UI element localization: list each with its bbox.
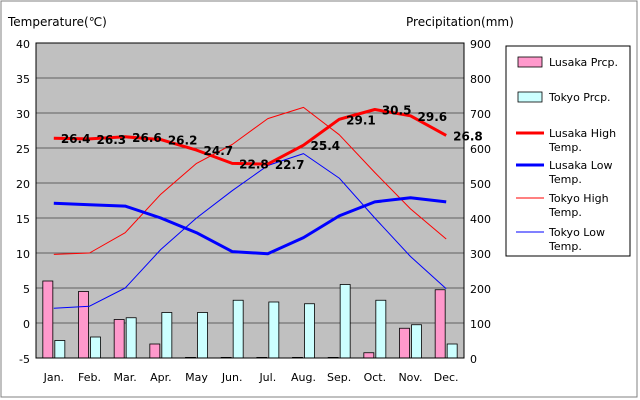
data-label: 22.7 (275, 158, 305, 172)
x-tick-label: Feb. (78, 371, 101, 384)
precipitation-bar (113, 319, 125, 359)
right-tick-label: 0 (470, 353, 477, 366)
precipitation-bar (446, 343, 458, 359)
precipitation-bar (42, 280, 54, 359)
temperature-line (53, 153, 447, 309)
x-tick-label: Jun. (221, 371, 243, 384)
precipitation-bar (197, 312, 208, 359)
right-tick-label: 900 (470, 38, 491, 51)
legend-label: Lusaka Low Temp. (548, 159, 612, 186)
right-tick-label: 100 (470, 318, 491, 331)
data-label: 26.6 (132, 131, 162, 145)
precipitation-bar (399, 327, 410, 359)
left-tick-label: 10 (16, 248, 30, 261)
x-tick-label: Jan. (43, 371, 64, 384)
data-label: 26.2 (168, 134, 198, 148)
left-tick-label: 5 (23, 283, 30, 296)
precipitation-bar (54, 340, 66, 359)
data-label: 29.6 (418, 110, 448, 124)
x-tick-label: Apr. (150, 371, 172, 384)
data-label: 22.8 (239, 157, 269, 171)
right-axis-title: Precipitation(mm) (406, 15, 514, 29)
precipitation-bar (149, 343, 161, 359)
data-labels: 26.4 26.3 26.6 26.2 24.7 22.8 22.7 25.4 29.1 30.5… (61, 104, 483, 173)
left-tick-label: 15 (16, 213, 30, 226)
legend-box (505, 45, 631, 257)
legend: Lusaka Prcp. Tokyo Prcp. Lusaka High Temp. L… (505, 45, 631, 257)
left-axis-ticks: -5 0 5 10 15 20 25 30 35 40 (16, 38, 30, 366)
legend-label: Lusaka High Temp. (548, 127, 616, 154)
x-axis-ticks: Jan. Feb. Mar. Apr. May Jun. Jul. Aug. Sep. Oct. N… (43, 371, 459, 384)
x-tick-label: Dec. (434, 371, 459, 384)
right-tick-label: 200 (470, 283, 491, 296)
data-label: 30.5 (382, 104, 412, 118)
left-tick-label: 35 (16, 73, 30, 86)
data-label: 26.4 (61, 132, 91, 146)
left-tick-label: 25 (16, 143, 30, 156)
x-tick-label: Nov. (398, 371, 422, 384)
x-tick-label: May (185, 371, 208, 384)
right-tick-label: 600 (470, 143, 491, 156)
precipitation-bar (78, 291, 89, 359)
plot-area (36, 43, 464, 358)
data-label: 26.3 (97, 133, 127, 147)
x-tick-label: Sep. (327, 371, 351, 384)
data-label: 24.7 (204, 144, 234, 158)
temperature-line (53, 196, 447, 256)
precipitation-bar (339, 284, 351, 359)
left-tick-label: 30 (16, 108, 30, 121)
x-tick-label: Oct. (364, 371, 387, 384)
data-label: 26.8 (453, 129, 483, 143)
legend-label: Tokyo High Temp. (548, 192, 609, 219)
right-tick-label: 700 (470, 108, 491, 121)
precipitation-bar (434, 289, 446, 359)
x-tick-label: Jul. (258, 371, 276, 384)
precipitation-bar (363, 352, 375, 359)
right-tick-label: 300 (470, 248, 491, 261)
precipitation-bar (232, 299, 244, 359)
precipitation-bar (161, 312, 173, 359)
right-axis-ticks: 0 100 200 300 400 500 600 700 800 900 (470, 38, 491, 366)
precipitation-bar (268, 301, 280, 359)
x-tick-label: Mar. (114, 371, 137, 384)
left-axis-title: Temperature(℃) (7, 15, 107, 29)
temperature-lines (53, 106, 447, 309)
data-label: 25.4 (311, 139, 341, 153)
data-label: 29.1 (346, 113, 376, 127)
right-tick-label: 500 (470, 178, 491, 191)
left-tick-label: -5 (19, 353, 30, 366)
temperature-line (53, 106, 447, 255)
right-tick-label: 400 (470, 213, 491, 226)
precipitation-bar (304, 303, 315, 359)
precipitation-bar (411, 324, 422, 359)
legend-swatch (517, 91, 543, 103)
temperature-line (53, 108, 447, 166)
left-tick-label: 0 (23, 318, 30, 331)
plot-border (35, 42, 465, 359)
right-tick-label: 800 (470, 73, 491, 86)
precipitation-bar (90, 336, 101, 359)
legend-label: Lusaka Prcp. (549, 56, 618, 69)
left-tick-label: 40 (16, 38, 30, 51)
legend-label: Tokyo Low Temp. (548, 226, 605, 253)
precipitation-bar (375, 299, 387, 359)
legend-label: Tokyo Prcp. (548, 91, 611, 104)
left-tick-label: 20 (16, 178, 30, 191)
legend-swatch (517, 56, 543, 68)
x-tick-label: Aug. (291, 371, 316, 384)
precipitation-bar (125, 317, 137, 359)
